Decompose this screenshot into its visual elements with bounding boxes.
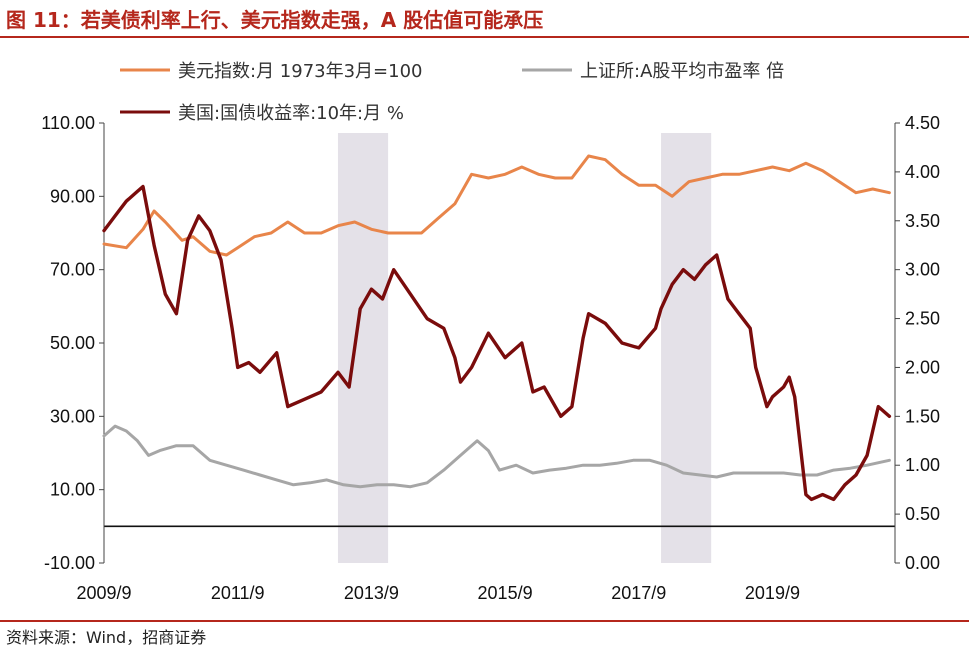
series-line-2	[102, 424, 891, 489]
left-axis-tick-label: -10.00	[44, 553, 95, 573]
right-axis-tick-label: 0.50	[905, 504, 940, 524]
left-axis-tick-label: 110.00	[41, 113, 95, 133]
legend-label-3: 美国:国债收益率:10年:月 %	[178, 103, 404, 124]
series-lines	[102, 154, 892, 502]
right-axis-tick-label: 4.50	[905, 113, 940, 133]
shaded-period	[337, 133, 389, 563]
title-rule	[0, 36, 969, 38]
footer-rule	[0, 620, 969, 622]
x-axis-tick-label: 2011/9	[211, 583, 265, 603]
right-axis-tick-label: 4.00	[905, 162, 940, 182]
series-line-3	[102, 184, 892, 502]
x-axis-tick-label: 2013/9	[344, 583, 399, 603]
figure-title: 图 11：若美债利率上行、美元指数走强，A 股估值可能承压	[6, 8, 544, 32]
x-axis-tick-label: 2017/9	[611, 583, 666, 603]
left-axis-tick-label: 50.00	[50, 333, 95, 353]
left-axis-tick-label: 30.00	[50, 406, 95, 426]
x-axis-tick-label: 2015/9	[478, 583, 533, 603]
right-axis-tick-label: 1.50	[905, 406, 940, 426]
left-axis-tick-label: 10.00	[50, 480, 95, 500]
x-axis-tick-label: 2019/9	[745, 583, 800, 603]
axes: 110.00 90.00 70.00 50.00 30.00 10.00 -10.00 4.5…	[41, 113, 940, 603]
left-axis-tick-label: 90.00	[50, 186, 95, 206]
right-axis-tick-label: 2.50	[905, 309, 940, 329]
series-line-1	[102, 154, 891, 257]
legend-label-1: 美元指数:月 1973年3月=100	[178, 61, 423, 82]
shaded-periods	[337, 133, 712, 563]
right-axis-tick-label: 1.00	[905, 455, 940, 475]
shaded-period	[661, 133, 712, 563]
x-axis-tick-label: 2009/9	[76, 583, 131, 603]
line-chart: 美元指数:月 1973年3月=100 上证所:A股平均市盈率 倍美国:国债收益率:…	[41, 61, 940, 603]
source-note: 资料来源：Wind，招商证券	[6, 628, 207, 647]
right-axis-tick-label: 0.00	[905, 553, 940, 573]
left-axis-tick-label: 70.00	[50, 260, 95, 280]
legend-label-2: 上证所:A股平均市盈率 倍	[580, 61, 784, 82]
right-axis-tick-label: 2.00	[905, 357, 940, 377]
right-axis-tick-label: 3.00	[905, 260, 940, 280]
legend: 美元指数:月 1973年3月=100 上证所:A股平均市盈率 倍美国:国债收益率:…	[120, 61, 784, 124]
right-axis-tick-label: 3.50	[905, 211, 940, 231]
